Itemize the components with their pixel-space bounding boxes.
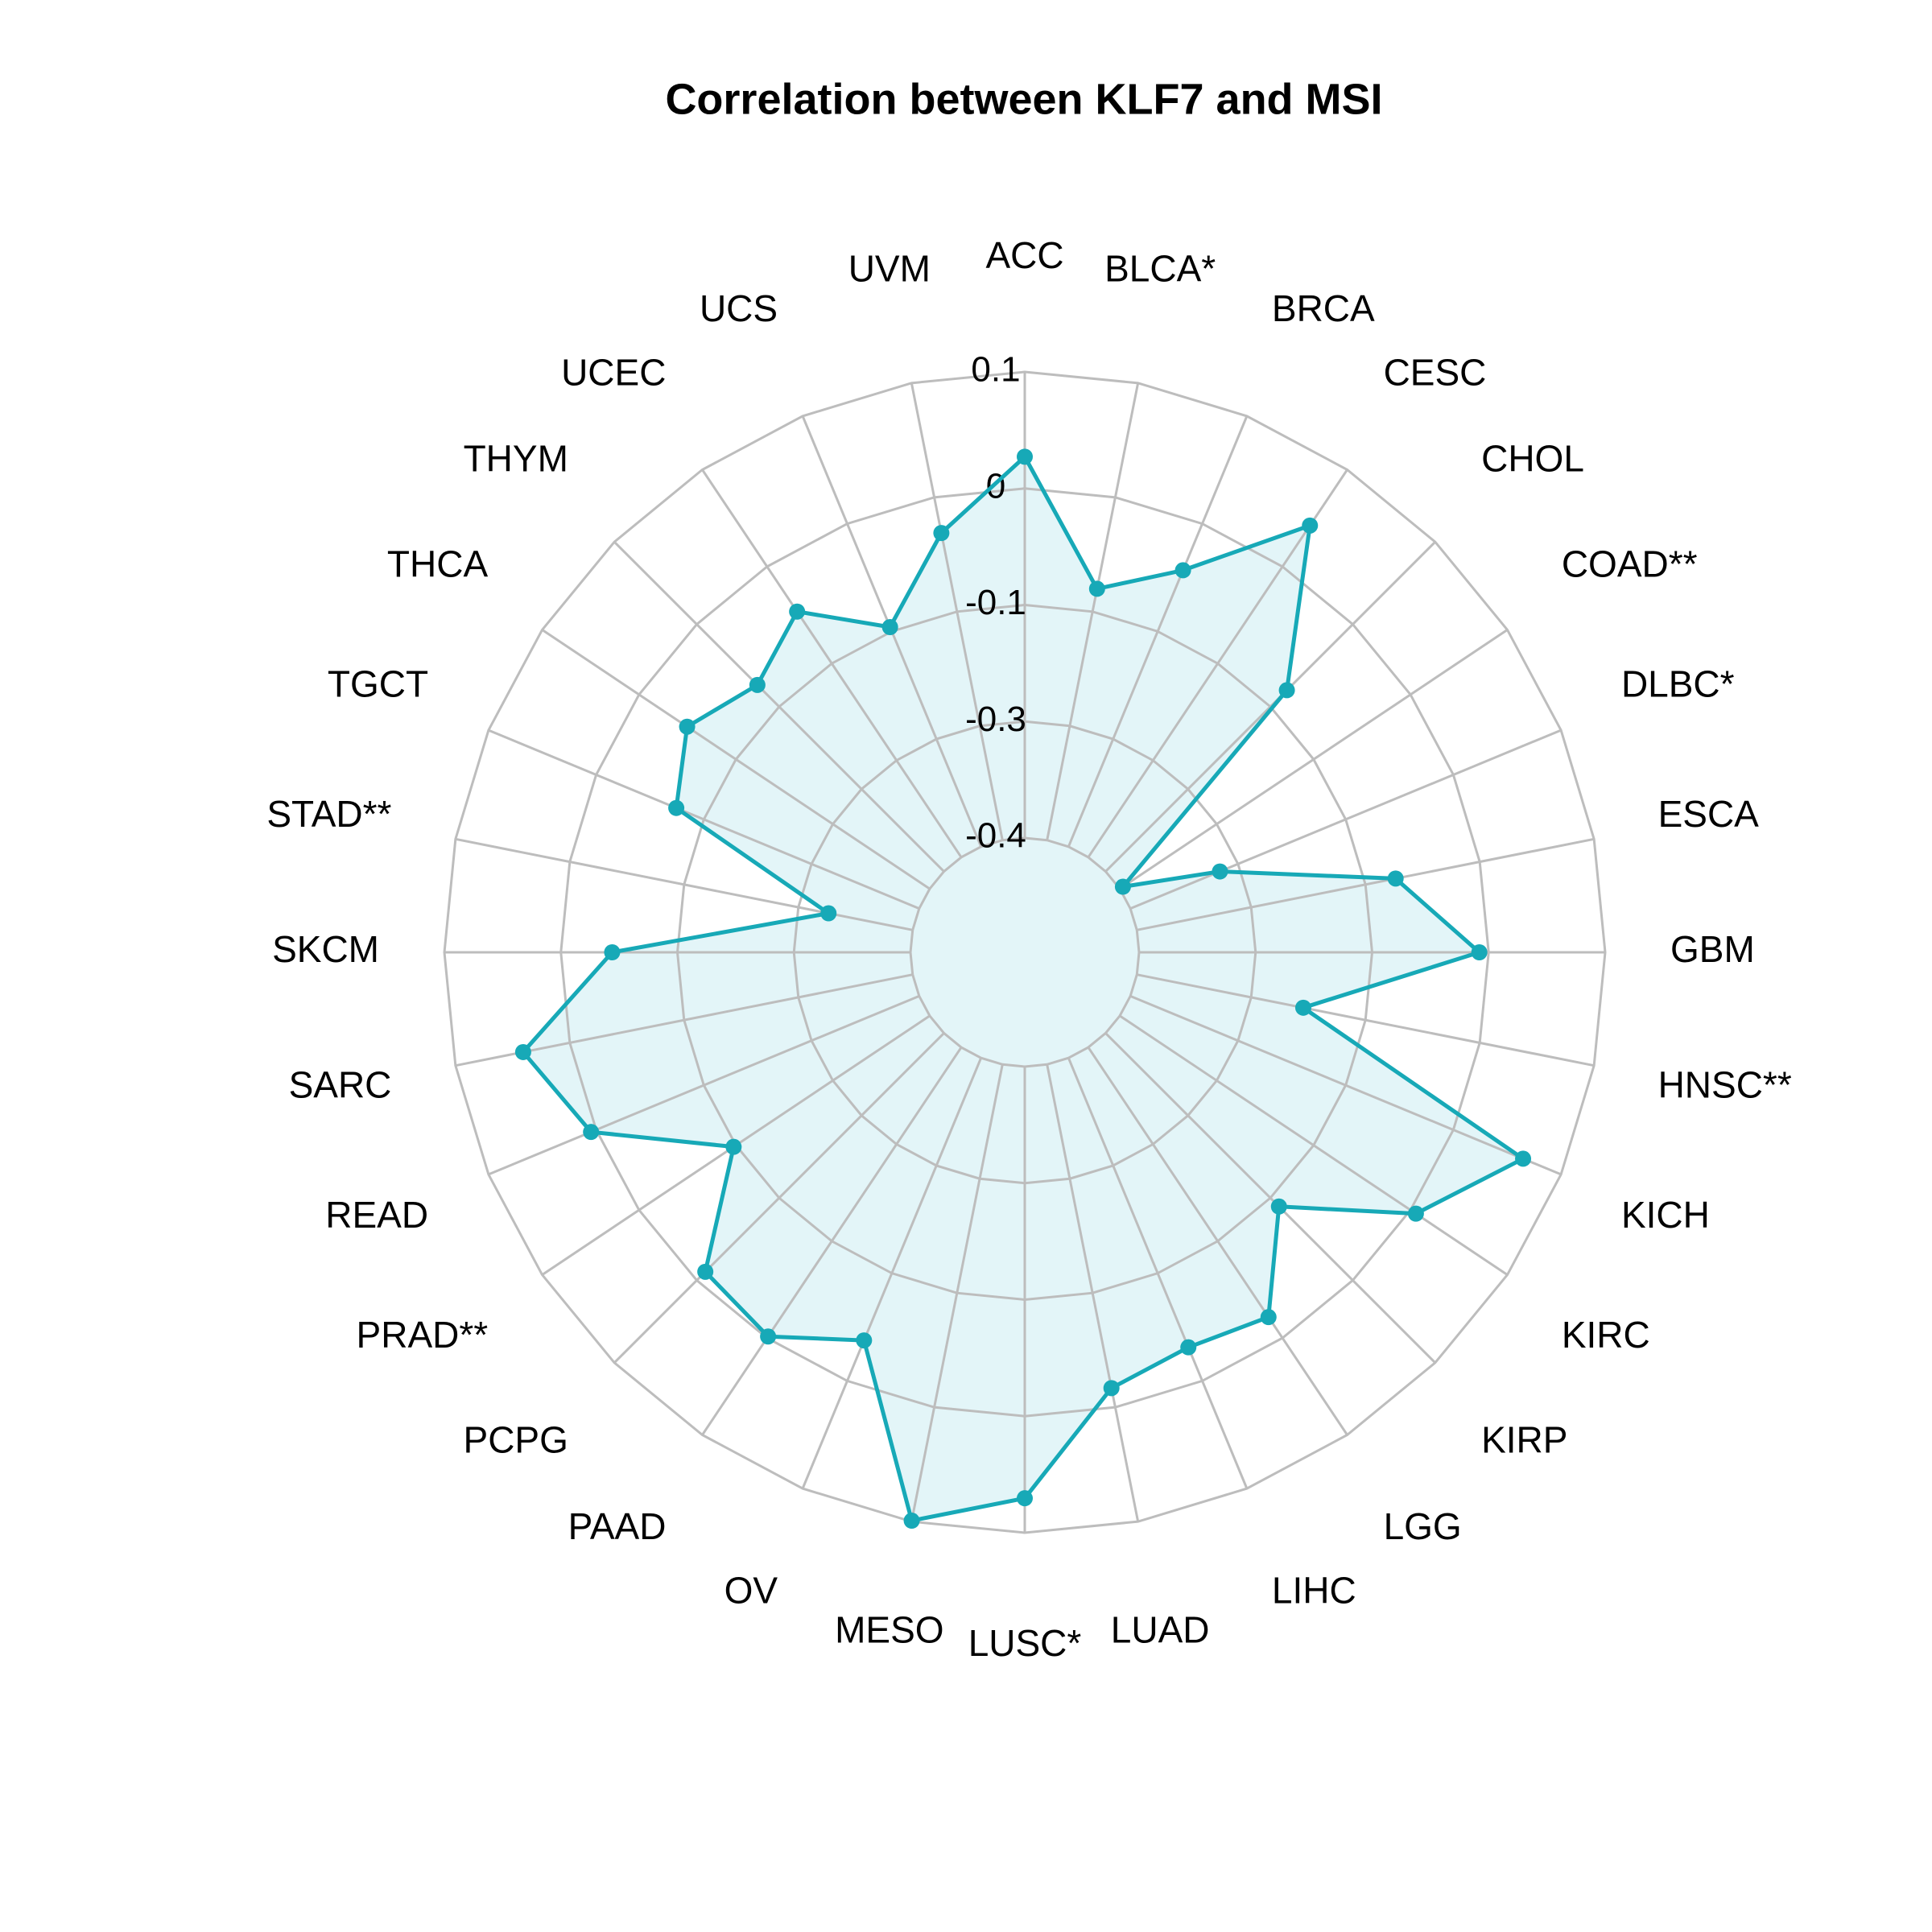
data-point: [679, 718, 696, 735]
category-label: LIHC: [1272, 1570, 1356, 1612]
y-tick-label: -0.1: [965, 583, 1026, 622]
data-point: [1114, 878, 1131, 895]
category-label: UCS: [700, 287, 778, 329]
y-tick-label: 0.1: [971, 350, 1020, 390]
data-point: [1278, 682, 1295, 699]
y-tick-label: -0.3: [965, 700, 1026, 739]
data-point: [668, 799, 685, 816]
category-label: READ: [325, 1194, 428, 1236]
grid-ring: [909, 836, 1141, 1068]
data-point: [903, 1513, 920, 1530]
category-label: ESCA: [1658, 793, 1760, 835]
category-label: KIRP: [1481, 1419, 1567, 1461]
data-point: [1515, 1150, 1532, 1167]
category-label: PAAD: [568, 1505, 667, 1547]
data-point: [1387, 870, 1404, 887]
chart-title: Correlation between KLF7 and MSI: [665, 75, 1382, 123]
data-point: [933, 525, 950, 542]
data-point: [1302, 517, 1319, 534]
data-point: [1088, 580, 1105, 597]
category-label: COAD**: [1562, 543, 1698, 584]
data-point: [881, 618, 898, 635]
category-label: ACC: [985, 234, 1063, 276]
category-label: DLBC*: [1621, 663, 1735, 704]
data-point: [725, 1138, 742, 1155]
category-label: OV: [724, 1570, 778, 1612]
category-label: THYM: [464, 438, 568, 480]
grid-ring: [443, 370, 1607, 1534]
data-point: [760, 1328, 777, 1345]
data-point: [789, 603, 806, 620]
data-point: [1270, 1198, 1287, 1215]
data-point: [1103, 1380, 1120, 1397]
category-label: BLCA*: [1104, 248, 1216, 290]
category-label: UVM: [848, 248, 931, 290]
category-label: SKCM: [272, 928, 379, 970]
grid-ring: [792, 720, 1257, 1185]
data-point: [1017, 448, 1033, 465]
category-label: LUSC*: [968, 1622, 1082, 1664]
category-label: KIRC: [1562, 1314, 1650, 1356]
y-tick-label: 0: [986, 466, 1005, 506]
category-label: TGCT: [328, 663, 428, 704]
category-label: SARC: [289, 1063, 392, 1105]
category-label: GBM: [1670, 928, 1755, 970]
category-label: LGG: [1384, 1505, 1462, 1547]
data-point: [697, 1263, 714, 1280]
category-label: STAD**: [266, 793, 391, 835]
data-point: [1212, 863, 1228, 880]
category-label: PRAD**: [357, 1314, 489, 1356]
data-point: [1180, 1339, 1197, 1356]
grid-ring: [675, 603, 1374, 1302]
category-label: HNSC**: [1658, 1063, 1792, 1105]
category-label: CHOL: [1481, 438, 1584, 480]
category-label: LUAD: [1111, 1609, 1210, 1651]
category-label: CESC: [1384, 351, 1487, 393]
data-point: [1471, 944, 1488, 960]
data-point: [583, 1124, 600, 1141]
data-point: [820, 905, 837, 922]
category-label: KICH: [1621, 1194, 1710, 1236]
data-point: [856, 1332, 873, 1349]
category-label: BRCA: [1272, 287, 1375, 329]
grid-ring: [559, 487, 1490, 1418]
data-point: [1294, 999, 1311, 1016]
data-point: [1017, 1490, 1033, 1507]
data-point: [1174, 562, 1191, 579]
data-point: [749, 676, 766, 693]
category-label: UCEC: [561, 351, 666, 393]
data-point: [514, 1043, 531, 1060]
category-label: MESO: [835, 1609, 943, 1651]
data-point: [1260, 1309, 1277, 1326]
data-point: [1407, 1205, 1424, 1222]
y-tick-label: -0.4: [965, 816, 1026, 856]
category-label: THCA: [387, 543, 489, 584]
data-point: [604, 944, 621, 960]
category-label: PCPG: [464, 1419, 568, 1461]
